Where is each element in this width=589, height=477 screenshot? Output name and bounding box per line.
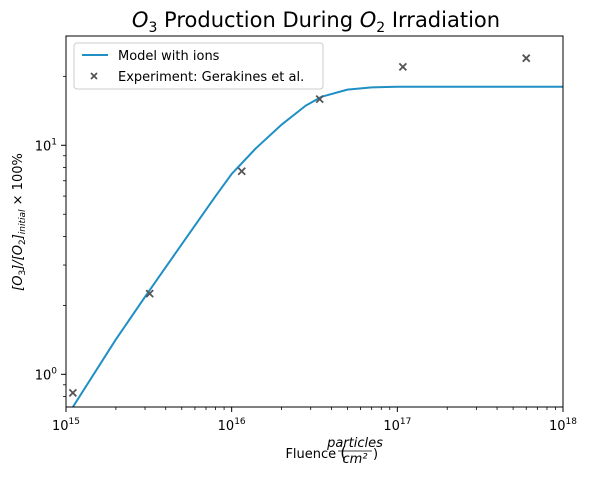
x-axis-fraction: particles cm² ) — [326, 436, 383, 467]
y-axis-label: [O3]/[O2]initial × 100% — [11, 153, 28, 291]
plot-frame — [65, 35, 564, 408]
chart-title: O3 Production During O2 Irradiation — [132, 8, 500, 36]
y-tick-label: 100 — [35, 366, 58, 383]
model-line — [72, 85, 563, 407]
x-tick-label: 1017 — [383, 417, 411, 434]
experiment-point — [398, 62, 408, 71]
y-tick-label: 101 — [35, 137, 57, 154]
ticks-layer: 1015 1016 1017 1018 100 101 — [35, 75, 577, 434]
series-layer — [72, 85, 563, 407]
legend-box — [73, 42, 324, 90]
svg-text:cm²: cm² — [342, 452, 367, 467]
markers-layer — [68, 54, 531, 397]
svg-text:particles: particles — [326, 436, 383, 451]
legend-model-label: Model with ions — [118, 49, 220, 64]
experiment-point — [68, 388, 77, 397]
x-tick-label: 1015 — [52, 417, 80, 434]
legend: Model with ions Experiment: Gerakines et… — [73, 42, 324, 90]
experiment-point — [145, 289, 154, 298]
x-tick-label: 1018 — [549, 417, 577, 434]
experiment-point — [315, 95, 324, 104]
x-axis-label: Fluence ( — [285, 443, 346, 462]
legend-experiment-label: Experiment: Gerakines et al. — [118, 70, 304, 85]
experiment-point — [522, 54, 531, 63]
svg-text:): ) — [373, 447, 378, 462]
plot-area — [66, 36, 563, 407]
experiment-point — [237, 167, 246, 176]
legend-marker-sample — [90, 72, 98, 80]
x-tick-label: 1016 — [218, 417, 246, 434]
